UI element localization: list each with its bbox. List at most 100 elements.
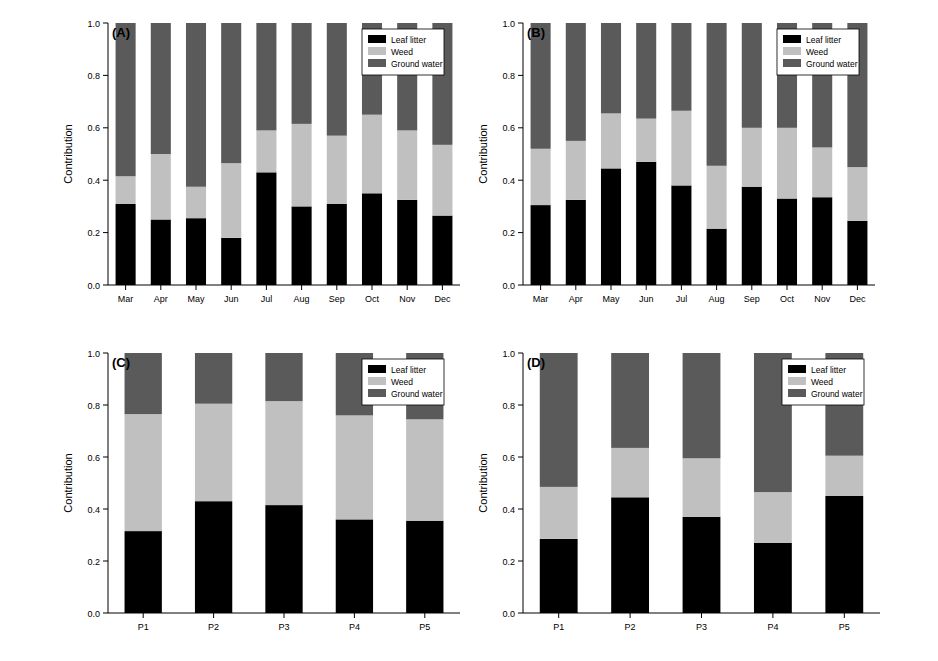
legend-swatch	[368, 365, 386, 373]
x-tick	[424, 613, 425, 618]
legend: Leaf litterWeedGround water	[362, 359, 444, 405]
bar-segment	[683, 517, 721, 613]
legend-label: Weed	[811, 377, 833, 387]
x-tick-label: P1	[138, 622, 149, 632]
x-tick-label: Nov	[399, 294, 416, 304]
y-tick	[518, 509, 523, 510]
bar-segment	[531, 149, 551, 205]
y-tick-label: 0.6	[87, 453, 100, 463]
y-tick-label: 0.6	[87, 123, 100, 133]
bar-segment	[151, 23, 171, 154]
bar-segment	[186, 187, 206, 218]
y-tick-label: 0.2	[502, 557, 515, 567]
x-tick	[160, 285, 161, 290]
bar-segment	[531, 23, 551, 149]
x-tick	[646, 285, 647, 290]
x-tick	[354, 613, 355, 618]
legend-swatch	[783, 35, 801, 43]
x-tick-label: Mar	[533, 294, 549, 304]
y-tick	[518, 405, 523, 406]
y-tick-label: 0.8	[502, 401, 515, 411]
x-tick-label: Jun	[639, 294, 654, 304]
x-tick-label: May	[602, 294, 620, 304]
bar-segment	[566, 141, 586, 200]
bar-segment	[116, 176, 136, 204]
x-tick-label: Apr	[154, 294, 168, 304]
legend-label: Leaf litter	[806, 35, 841, 45]
y-tick	[518, 75, 523, 76]
x-tick	[681, 285, 682, 290]
y-tick	[103, 232, 108, 233]
bar-segment	[195, 501, 232, 613]
legend-label: Weed	[391, 47, 413, 57]
x-tick	[196, 285, 197, 290]
y-axis-label: Contribution	[477, 124, 489, 183]
bars	[125, 353, 444, 613]
y-axis	[108, 23, 109, 285]
bar-segment	[327, 23, 347, 136]
legend-label: Weed	[391, 377, 413, 387]
legend-label: Leaf litter	[811, 365, 846, 375]
panel-label: (C)	[112, 355, 130, 370]
x-tick	[575, 285, 576, 290]
x-tick	[372, 285, 373, 290]
x-tick-label: Aug	[709, 294, 725, 304]
bar-segment	[683, 458, 721, 517]
x-tick	[611, 285, 612, 290]
bar-segment	[540, 539, 578, 613]
x-tick-label: P4	[349, 622, 360, 632]
x-tick	[772, 613, 773, 618]
bar-segment	[265, 353, 302, 401]
legend-label: Ground water	[806, 59, 858, 69]
x-tick	[125, 285, 126, 290]
x-tick-label: P5	[419, 622, 430, 632]
x-tick	[336, 285, 337, 290]
bar-segment	[336, 415, 373, 519]
panel: 0.00.20.40.60.81.0MarAprMayJunJulAugSepO…	[62, 19, 460, 305]
bar-segment	[116, 204, 136, 285]
bar-segment	[847, 221, 867, 285]
y-axis	[523, 23, 524, 285]
bar-segment	[601, 113, 621, 168]
x-tick	[844, 613, 845, 618]
legend-label: Ground water	[391, 59, 443, 69]
bar-segment	[406, 521, 443, 613]
figure: 0.00.20.40.60.81.0MarAprMayJunJulAugSepO…	[0, 0, 938, 661]
bar-segment	[397, 130, 417, 199]
bar-segment	[707, 229, 727, 285]
bar-segment	[742, 187, 762, 285]
bar-segment	[151, 154, 171, 220]
bar-segment	[566, 200, 586, 285]
x-tick-label: Nov	[814, 294, 831, 304]
y-axis-label: Contribution	[62, 453, 74, 512]
x-tick	[143, 613, 144, 618]
x-tick	[558, 613, 559, 618]
y-tick-label: 1.0	[87, 349, 100, 359]
bar-segment	[195, 404, 232, 502]
y-tick-label: 0.4	[502, 176, 515, 186]
y-tick	[103, 127, 108, 128]
bar-segment	[540, 487, 578, 539]
y-tick-label: 0.6	[502, 453, 515, 463]
y-tick-label: 0.0	[502, 281, 515, 291]
x-tick	[540, 285, 541, 290]
x-tick-label: Dec	[434, 294, 451, 304]
y-tick	[103, 457, 108, 458]
bar-segment	[611, 448, 649, 497]
bar-segment	[636, 119, 656, 162]
y-tick	[518, 23, 523, 24]
panel-label: (A)	[112, 25, 130, 40]
panel: 0.00.20.40.60.81.0P1P2P3P4P5Contribution…	[62, 349, 460, 633]
x-tick	[822, 285, 823, 290]
y-tick-label: 0.8	[87, 401, 100, 411]
x-tick-label: P2	[208, 622, 219, 632]
y-tick-label: 0.0	[87, 281, 100, 291]
legend-label: Leaf litter	[391, 35, 426, 45]
y-axis-label: Contribution	[477, 453, 489, 512]
legend-swatch	[368, 35, 386, 43]
y-tick-label: 0.8	[502, 71, 515, 81]
x-tick-label: Oct	[365, 294, 380, 304]
bar-segment	[531, 205, 551, 285]
bar-segment	[754, 543, 792, 613]
bar-segment	[540, 353, 578, 487]
